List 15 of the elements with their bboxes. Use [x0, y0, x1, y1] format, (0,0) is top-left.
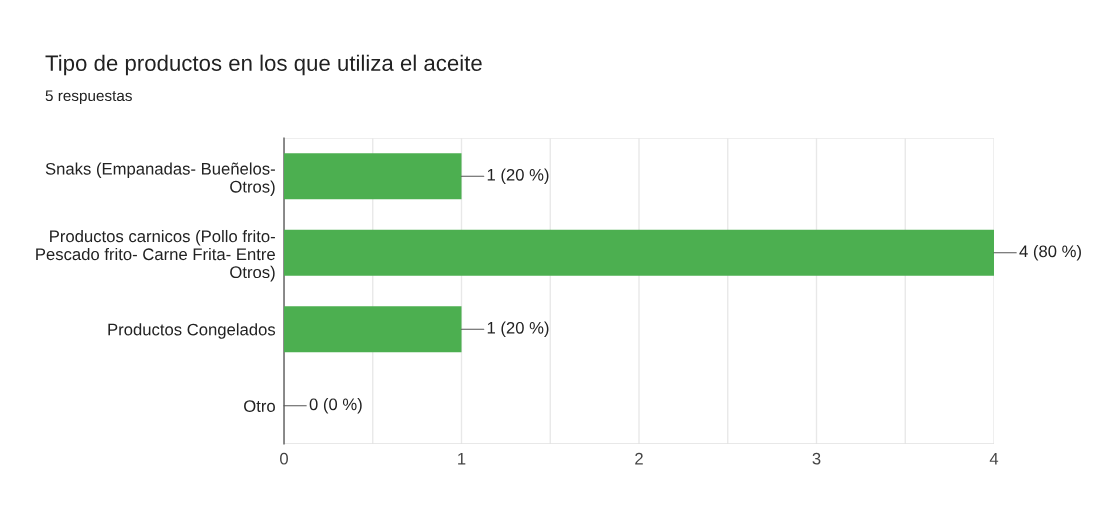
- x-tick-label: 0: [280, 452, 288, 465]
- x-tick-label: 2: [635, 452, 643, 465]
- y-tick-label: Otro: [244, 400, 275, 412]
- y-tick-label: Productos carnicos (Pollo frito- Pescado frito- Carne Frita- Entre Otros): [36, 229, 275, 282]
- data-label: 1 (20 %): [487, 168, 549, 185]
- data-label: 0 (0 %): [309, 397, 362, 414]
- x-tick-label: 3: [812, 452, 821, 465]
- data-label: 1 (20 %): [487, 321, 549, 338]
- x-tick-label: 1: [458, 452, 466, 465]
- y-tick-label: Productos Congelados: [108, 323, 276, 339]
- y-tick-label: Snaks (Empanadas- Bueñelos- Otros): [45, 162, 275, 196]
- text: 5 respuestas: [45, 90, 132, 105]
- data-label: 4 (80 %): [1019, 244, 1081, 261]
- chart-title: Tipo de productos en los que utiliza el aceite: [45, 54, 482, 76]
- x-tick-label: 4: [989, 452, 999, 465]
